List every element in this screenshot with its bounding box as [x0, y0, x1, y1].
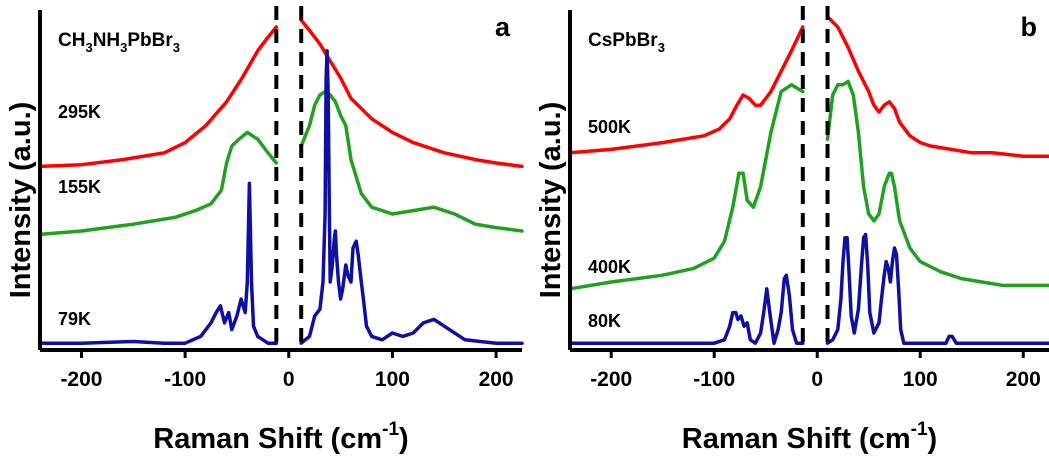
x-tick-label: 200: [1006, 368, 1041, 391]
series-line-400K-stokes: [568, 83, 805, 291]
compound-label: CsPbBr3: [588, 30, 665, 55]
x-axis-label: Raman Shift (cm-1): [682, 419, 937, 455]
x-axis-label: Raman Shift (cm-1): [153, 419, 408, 455]
series-line-400K-antistokes: [825, 79, 1049, 288]
series-label: 400K: [588, 257, 631, 277]
panel-a: 295K 155K 79K -200 -100 0 100 200 Raman Shift (c…: [5, 6, 524, 455]
x-tick-label: 200: [479, 368, 514, 391]
series-line-80K-antistokes: [825, 232, 1049, 345]
panel-label: b: [1021, 12, 1038, 42]
x-tick-label: -100: [164, 368, 206, 391]
series-line-79K-stokes: [38, 181, 279, 345]
series-label: 500K: [588, 117, 631, 137]
series-line-295K-antistokes: [299, 18, 524, 169]
series-line-79K-antistokes: [299, 49, 524, 345]
series-line-80K-stokes: [568, 273, 805, 345]
series-line-155K-antistokes: [299, 89, 524, 233]
series-line-155K-stokes: [38, 130, 279, 237]
panel-b: 500K 400K 80K -200 -100 0 100 200 Raman Shift (c…: [535, 6, 1049, 455]
x-tick-label: 0: [811, 368, 823, 391]
series-line-295K-stokes: [38, 25, 279, 169]
series-label: 79K: [58, 309, 91, 329]
series-label: 295K: [58, 102, 101, 122]
series-line-500K-stokes: [568, 25, 805, 155]
compound-label: CH3NH3PbBr3: [58, 30, 180, 55]
y-axis-label: Intensity (a.u.): [5, 102, 37, 299]
series-label: 80K: [588, 311, 621, 331]
x-tick-label: 100: [903, 368, 938, 391]
series-label: 155K: [58, 177, 101, 197]
x-tick-label: 0: [283, 368, 295, 391]
panel-label: a: [495, 12, 511, 42]
x-tick-label: 100: [375, 368, 410, 391]
y-axis-label: Intensity (a.u.): [535, 102, 567, 299]
x-tick-label: -100: [693, 368, 735, 391]
x-tick-label: -200: [590, 368, 632, 391]
series-line-500K-antistokes: [825, 15, 1049, 158]
x-tick-label: -200: [60, 368, 102, 391]
